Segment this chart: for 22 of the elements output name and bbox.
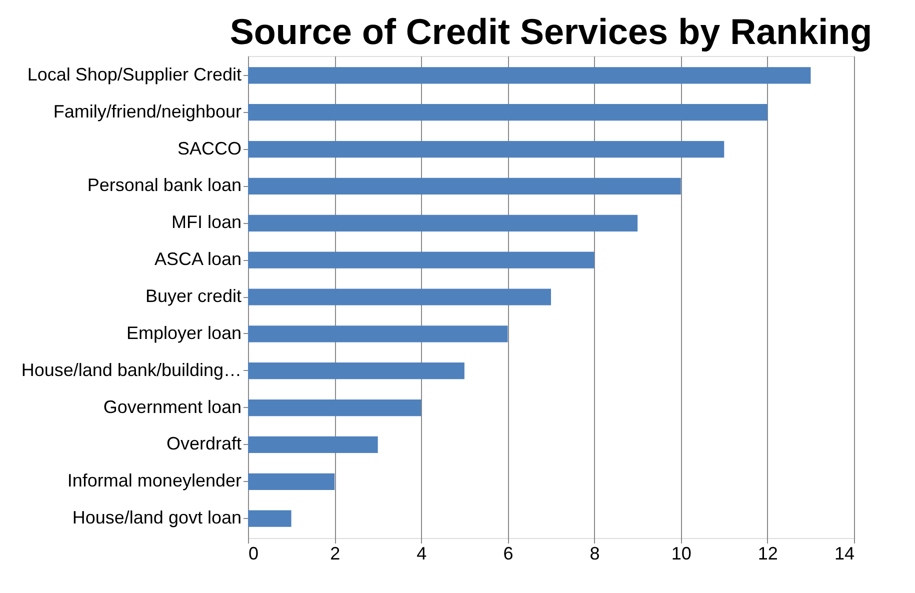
x-tick-label: 2 <box>330 544 340 564</box>
chart-title: Source of Credit Services by Ranking <box>230 11 872 52</box>
y-tick-label: Government loan <box>103 396 242 417</box>
x-tick-label: 10 <box>671 544 692 564</box>
x-tick-label: 0 <box>248 544 259 564</box>
y-tick-label: Family/friend/neighbour <box>53 101 242 122</box>
y-tick-label: SACCO <box>177 138 242 158</box>
x-tick-label: 6 <box>503 544 514 564</box>
y-tick-label: MFI loan <box>171 212 242 232</box>
y-tick-label: House/land govt loan <box>72 508 242 528</box>
y-tick-label: Buyer credit <box>145 286 242 306</box>
y-tick-label: ASCA loan <box>154 249 242 270</box>
x-tick-label: 4 <box>416 544 427 564</box>
x-tick-label: 14 <box>834 544 854 564</box>
y-tick-label: Personal bank loan <box>87 175 242 196</box>
y-tick-label: Local Shop/Supplier Credit <box>27 64 242 84</box>
x-tick-label: 8 <box>590 544 600 564</box>
y-tick-label: Overdraft <box>166 434 242 454</box>
y-tick-label: Informal moneylender <box>67 470 242 491</box>
x-tick-label: 12 <box>758 544 778 564</box>
y-tick-label: Employer loan <box>126 322 242 343</box>
y-tick-label: House/land bank/building… <box>21 360 242 380</box>
